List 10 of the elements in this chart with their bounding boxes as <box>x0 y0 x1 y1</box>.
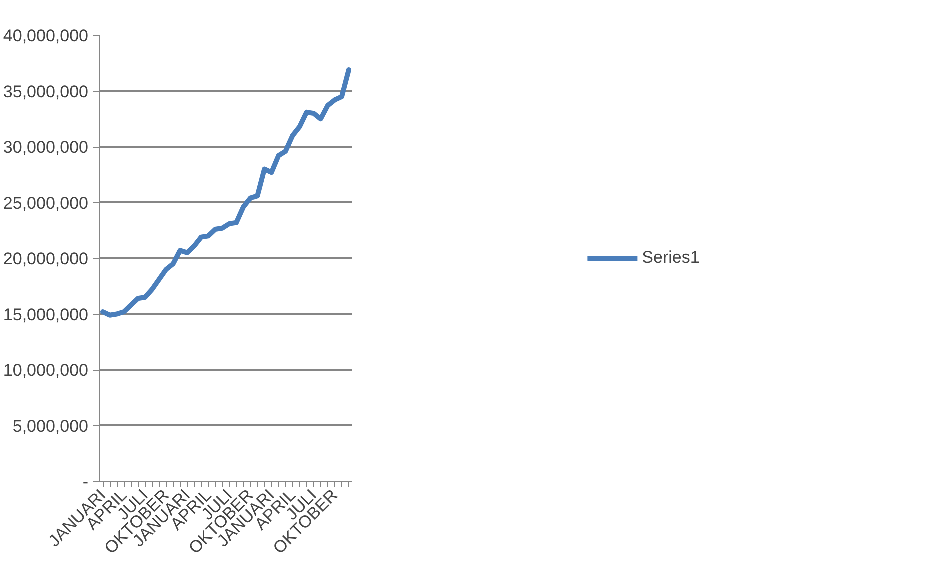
y-tick-label: 20,000,000 <box>3 250 89 268</box>
y-tick-label: 30,000,000 <box>3 138 89 157</box>
y-tick-label: 25,000,000 <box>3 194 89 213</box>
y-tick-label: 35,000,000 <box>3 82 89 102</box>
y-tick-label: 5,000,000 <box>12 416 89 436</box>
legend-label: Series1 <box>642 248 700 268</box>
y-tick-label: 15,000,000 <box>3 305 89 324</box>
y-tick-label: 10,000,000 <box>3 361 89 380</box>
y-tick-label: - <box>82 472 89 492</box>
y-tick-label: 40,000,000 <box>3 26 89 46</box>
